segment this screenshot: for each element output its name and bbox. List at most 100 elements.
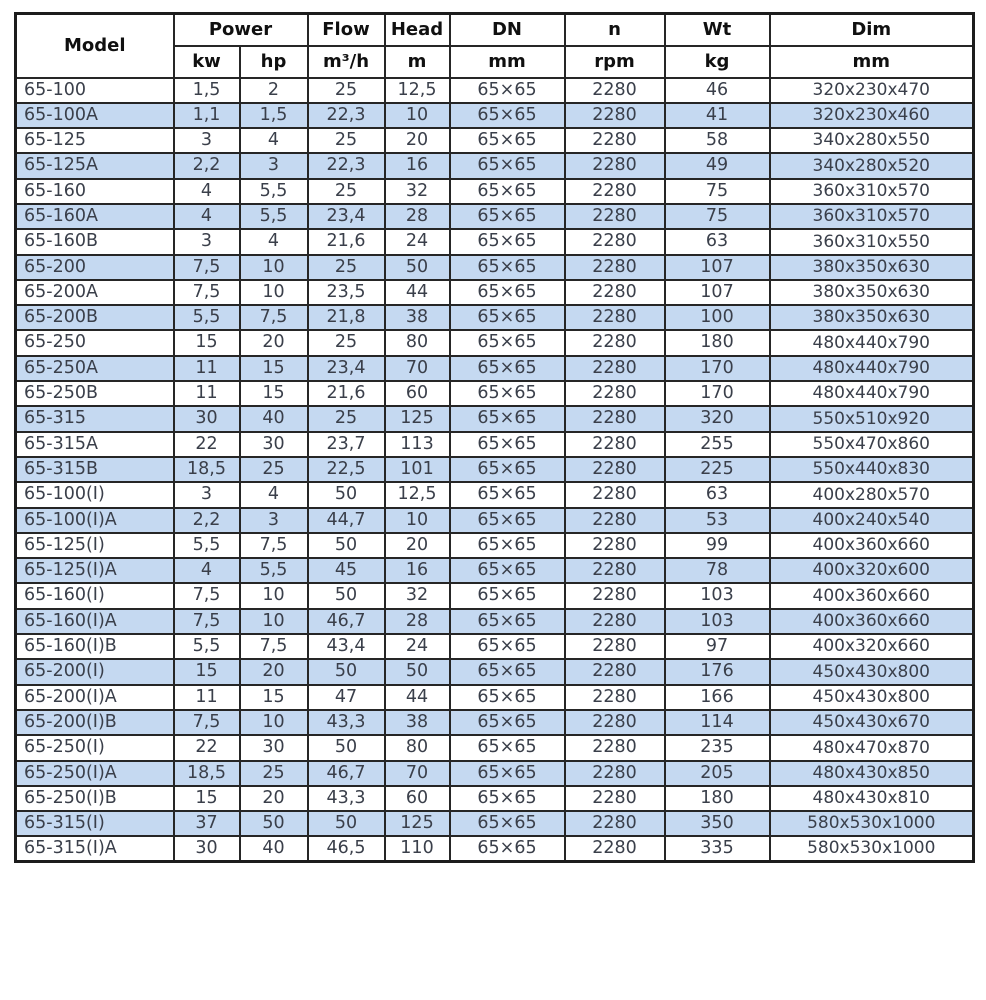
- cell-wt: 320: [663, 405, 771, 433]
- cell-hp: 5,5: [238, 557, 309, 585]
- cell-model: 65-315(I): [14, 810, 175, 838]
- cell-hp: 50: [238, 810, 309, 838]
- cell-hp: 40: [238, 835, 309, 863]
- cell-model: 65-200(I): [14, 658, 175, 686]
- cell-dim: 480x430x850: [768, 759, 975, 787]
- cell-hp: 30: [238, 734, 309, 762]
- cell-model: 65-160: [14, 177, 175, 205]
- table-row: 65-315(I) 37 50 50 125 65×65 2280 350 580x530x10…: [14, 810, 975, 838]
- cell-dim: 320x230x470: [768, 76, 975, 104]
- cell-head: 113: [383, 430, 451, 458]
- cell-flow: 50: [306, 734, 386, 762]
- cell-model: 65-160A: [14, 202, 175, 231]
- table-row: 65-200(I) 15 20 50 50 65×65 2280 176 450x430x800: [14, 658, 975, 686]
- cell-rpm: 2280: [563, 152, 666, 180]
- cell-dn: 65×65: [448, 810, 566, 838]
- cell-dn: 65×65: [448, 253, 566, 281]
- cell-dn: 65×65: [448, 607, 566, 636]
- cell-model: 65-100A: [14, 101, 175, 130]
- cell-wt: 170: [663, 354, 771, 383]
- cell-rpm: 2280: [563, 734, 666, 762]
- cell-kw: 15: [172, 658, 241, 686]
- cell-dim: 400x320x600: [768, 557, 975, 585]
- cell-wt: 235: [663, 734, 771, 762]
- table-row: 65-125(I)A 4 5,5 45 16 65×65 2280 78 400x320x600: [14, 557, 975, 585]
- cell-model: 65-250B: [14, 380, 175, 408]
- cell-kw: 7,5: [172, 582, 241, 610]
- cell-model: 65-125(I)A: [14, 557, 175, 585]
- cell-model: 65-125(I): [14, 531, 175, 560]
- unit-hp: hp: [238, 44, 309, 79]
- cell-model: 65-315B: [14, 455, 175, 484]
- cell-wt: 180: [663, 784, 771, 813]
- cell-dim: 340x280x520: [768, 152, 975, 180]
- header-row-groups: Model Power Flow Head DN n Wt Dim: [14, 12, 975, 79]
- table-row: 65-250(I) 22 30 50 80 65×65 2280 235 480x470x870: [14, 734, 975, 762]
- cell-dim: 400x360x660: [768, 607, 975, 636]
- table-row: 65-125(I) 5,5 7,5 50 20 65×65 2280 99 400x360x66…: [14, 531, 975, 560]
- cell-kw: 3: [172, 228, 241, 256]
- cell-model: 65-200(I)A: [14, 683, 175, 711]
- cell-wt: 46: [663, 76, 771, 104]
- table-row: 65-100 1,5 2 25 12,5 65×65 2280 46 320x230x470: [14, 76, 975, 104]
- cell-flow: 50: [306, 481, 386, 509]
- cell-rpm: 2280: [563, 759, 666, 787]
- col-header-dn: DN: [448, 12, 566, 47]
- cell-head: 20: [383, 531, 451, 560]
- cell-model: 65-315(I)A: [14, 835, 175, 863]
- table-row: 65-250A 11 15 23,4 70 65×65 2280 170 480x440x790: [14, 354, 975, 383]
- cell-dim: 450x430x800: [768, 683, 975, 711]
- cell-head: 60: [383, 380, 451, 408]
- col-header-dim: Dim: [768, 12, 975, 47]
- cell-dim: 480x440x790: [768, 329, 975, 357]
- table-row: 65-200(I)B 7,5 10 43,3 38 65×65 2280 114 450x430…: [14, 708, 975, 737]
- cell-dn: 65×65: [448, 354, 566, 383]
- cell-model: 65-200A: [14, 278, 175, 307]
- table-row: 65-200 7,5 10 25 50 65×65 2280 107 380x350x630: [14, 253, 975, 281]
- cell-kw: 11: [172, 683, 241, 711]
- cell-dn: 65×65: [448, 127, 566, 155]
- cell-rpm: 2280: [563, 101, 666, 130]
- cell-head: 80: [383, 734, 451, 762]
- cell-hp: 4: [238, 481, 309, 509]
- cell-kw: 15: [172, 784, 241, 813]
- cell-flow: 25: [306, 76, 386, 104]
- cell-flow: 46,7: [306, 759, 386, 787]
- cell-rpm: 2280: [563, 405, 666, 433]
- cell-kw: 5,5: [172, 304, 241, 332]
- cell-dim: 550x470x860: [768, 430, 975, 458]
- cell-model: 65-250: [14, 329, 175, 357]
- cell-dn: 65×65: [448, 278, 566, 307]
- cell-head: 44: [383, 683, 451, 711]
- cell-kw: 15: [172, 329, 241, 357]
- cell-flow: 21,6: [306, 380, 386, 408]
- cell-wt: 180: [663, 329, 771, 357]
- cell-model: 65-250(I)B: [14, 784, 175, 813]
- table-row: 65-125 3 4 25 20 65×65 2280 58 340x280x550: [14, 127, 975, 155]
- cell-kw: 7,5: [172, 708, 241, 737]
- cell-flow: 25: [306, 405, 386, 433]
- cell-dim: 400x280x570: [768, 481, 975, 509]
- cell-head: 10: [383, 101, 451, 130]
- cell-dim: 360x310x550: [768, 228, 975, 256]
- cell-kw: 2,2: [172, 152, 241, 180]
- cell-flow: 25: [306, 127, 386, 155]
- cell-hp: 30: [238, 430, 309, 458]
- table-row: 65-250 15 20 25 80 65×65 2280 180 480x440x790: [14, 329, 975, 357]
- cell-flow: 23,5: [306, 278, 386, 307]
- col-header-flow: Flow: [306, 12, 386, 47]
- cell-dim: 360x310x570: [768, 177, 975, 205]
- cell-kw: 7,5: [172, 253, 241, 281]
- cell-wt: 335: [663, 835, 771, 863]
- cell-model: 65-100: [14, 76, 175, 104]
- cell-dn: 65×65: [448, 582, 566, 610]
- cell-head: 125: [383, 405, 451, 433]
- table-body: 65-100 1,5 2 25 12,5 65×65 2280 46 320x230x470 65…: [14, 76, 975, 863]
- cell-dim: 320x230x460: [768, 101, 975, 130]
- cell-dim: 400x360x660: [768, 582, 975, 610]
- cell-dim: 480x430x810: [768, 784, 975, 813]
- cell-wt: 205: [663, 759, 771, 787]
- cell-kw: 22: [172, 430, 241, 458]
- cell-dn: 65×65: [448, 228, 566, 256]
- table-row: 65-160(I)B 5,5 7,5 43,4 24 65×65 2280 97 400x320…: [14, 633, 975, 661]
